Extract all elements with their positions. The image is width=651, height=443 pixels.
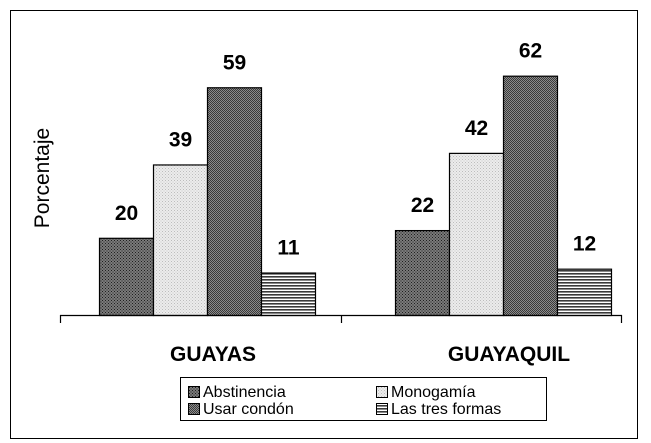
legend: Abstinencia Monogamía Usar condón Las tres …	[188, 384, 501, 418]
legend-swatch-abstinencia	[188, 386, 200, 398]
legend-label-usar-condon: Usar condón	[203, 401, 294, 418]
data-label-guayas-monogamia: 39	[169, 128, 192, 151]
data-label-guayaquil-monogamia: 42	[465, 117, 488, 140]
legend-swatch-monogamia	[376, 386, 388, 398]
bar-guayas-monogamia	[152, 164, 209, 317]
data-labels-group: 20 39 59 11 22 42 62 12	[115, 40, 596, 260]
bars-group	[98, 75, 613, 317]
data-label-guayas-usar-condon: 59	[223, 51, 246, 74]
bar-guayaquil-las-tres-formas	[556, 268, 613, 317]
data-label-guayaquil-las-tres-formas: 12	[573, 233, 596, 256]
bar-guayaquil-usar-condon	[502, 75, 559, 317]
legend-label-las-tres-formas: Las tres formas	[391, 401, 501, 418]
x-tick-label-guayas: GUAYAS	[170, 343, 256, 366]
legend-label-monogamia: Monogamía	[391, 384, 476, 401]
data-label-guayaquil-abstinencia: 22	[411, 194, 434, 217]
legend-box	[180, 377, 547, 421]
data-label-guayaquil-usar-condon: 62	[519, 40, 542, 63]
y-axis-title: Porcentaje	[31, 128, 54, 228]
category-labels-group: GUAYAS GUAYAQUIL	[170, 343, 570, 366]
x-tick-label-guayaquil: GUAYAQUIL	[448, 343, 570, 366]
legend-label-abstinencia: Abstinencia	[203, 384, 286, 401]
bar-guayas-usar-condon	[206, 87, 263, 317]
bar-guayaquil-monogamia	[448, 152, 505, 317]
bar-guayas-abstinencia	[98, 237, 155, 317]
legend-swatch-las-tres-formas	[376, 403, 388, 415]
legend-swatch-usar-condon	[188, 403, 200, 415]
bar-guayas-las-tres-formas	[260, 272, 317, 317]
data-label-guayas-abstinencia: 20	[115, 202, 138, 225]
data-label-guayas-las-tres-formas: 11	[277, 237, 300, 260]
bar-guayaquil-abstinencia	[394, 229, 451, 317]
